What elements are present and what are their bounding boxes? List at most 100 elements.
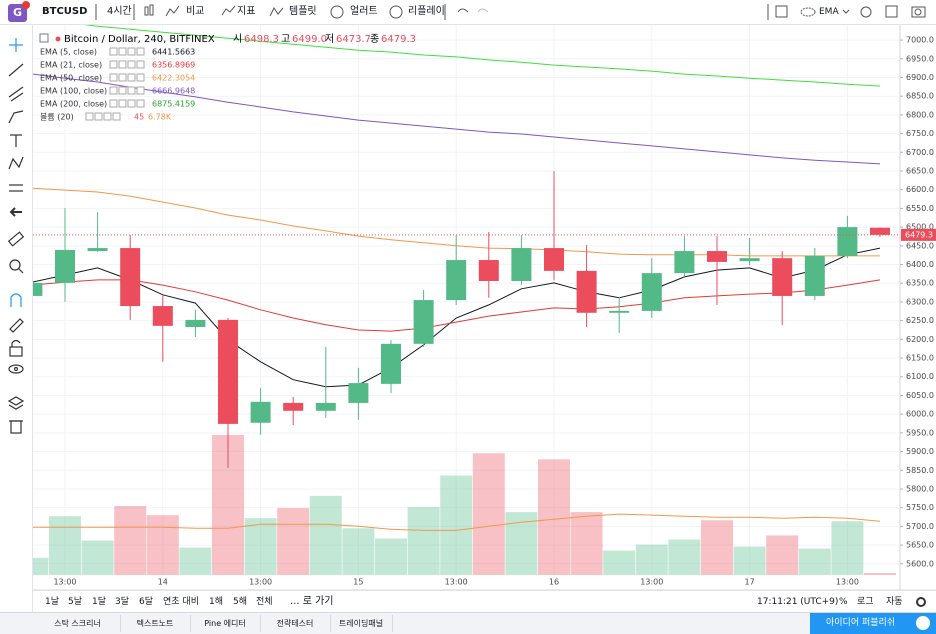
- range-button[interactable]: 전체: [256, 597, 273, 607]
- legend-button[interactable]: [109, 99, 118, 108]
- legend-button[interactable]: [118, 47, 127, 56]
- y-tick-label: 6650.0: [906, 167, 934, 176]
- legend-name: EMA (21, close): [40, 61, 102, 70]
- legend-button[interactable]: [136, 99, 145, 108]
- legend-button[interactable]: [118, 86, 127, 95]
- volume-bar: [309, 495, 342, 575]
- footer: 스탁 스크리너 텍스트노트 Pine 에디터 전략테스터 트레이딩패널 아이디어 퍼블리…: [0, 612, 936, 634]
- legend-button[interactable]: [103, 112, 112, 121]
- legend-button[interactable]: [118, 60, 127, 69]
- publish-button[interactable]: 아이디어 퍼블리쉬: [810, 613, 936, 634]
- scale-option[interactable]: %: [839, 597, 848, 607]
- volume-bar: [179, 547, 212, 575]
- legend-button[interactable]: [127, 60, 136, 69]
- candle-body: [185, 319, 206, 327]
- settings-icon[interactable]: [911, 592, 931, 612]
- clock: 17:11:21 (UTC+9): [757, 597, 839, 607]
- y-tick-label: 6050.0: [906, 391, 934, 400]
- legend-button[interactable]: [109, 86, 118, 95]
- legend-button[interactable]: [118, 73, 127, 82]
- symbol[interactable]: BTCUSD: [42, 6, 88, 17]
- candle-body: [218, 319, 238, 424]
- candle-body: [348, 383, 369, 403]
- footer-tab[interactable]: 전략테스터: [260, 615, 331, 632]
- axis-layer: 7000.0 6950.0 6900.0 6850.0 6800.0 6750.0 6700…: [33, 36, 936, 587]
- volume-bar: [244, 518, 277, 575]
- range-button[interactable]: 1날: [45, 597, 60, 607]
- range-button[interactable]: 6달: [139, 597, 154, 607]
- toolbar-button[interactable]: 지표: [237, 6, 256, 17]
- legend-button[interactable]: [112, 112, 121, 121]
- y-tick-label: 6250.0: [906, 316, 934, 325]
- range-button[interactable]: 연초 대비: [163, 597, 199, 607]
- candle-body: [55, 249, 75, 283]
- y-tick-label: 6150.0: [906, 354, 934, 363]
- range-button[interactable]: 1달: [92, 597, 107, 607]
- candle-body: [87, 248, 108, 252]
- y-tick-label: 6100.0: [906, 372, 934, 381]
- y-tick-label: 5600.0: [906, 559, 934, 568]
- volume-bar: [472, 453, 505, 575]
- legend-value: 6422.3054: [152, 74, 195, 83]
- x-tick-label: 13:00: [249, 578, 272, 587]
- legend-value: 6441.5663: [152, 48, 195, 57]
- legend-button[interactable]: [94, 112, 103, 121]
- indicator-template[interactable]: EMA: [819, 7, 839, 17]
- legend-button[interactable]: [136, 47, 145, 56]
- footer-tab[interactable]: Pine 에디터: [190, 615, 261, 632]
- toolbar-button[interactable]: 리플레이: [408, 6, 445, 17]
- y-tick-label: 5850.0: [906, 466, 934, 475]
- legend-button[interactable]: [109, 60, 118, 69]
- footer-tab[interactable]: 텍스트노트: [120, 615, 191, 632]
- range-button[interactable]: 1해: [209, 597, 224, 607]
- publish-label[interactable]: 아이디어 퍼블리쉬: [826, 618, 896, 628]
- volume-bar: [668, 539, 701, 575]
- y-tick-label: 6750.0: [906, 129, 934, 138]
- ema-line: [33, 247, 881, 388]
- y-tick-label: 6900.0: [906, 73, 934, 82]
- ohlc-key: 종: [370, 33, 379, 45]
- candle-body: [120, 248, 141, 307]
- x-tick-label: 13:00: [836, 578, 859, 587]
- toolbar-button[interactable]: 얼러트: [350, 6, 378, 17]
- legend-value: 45: [134, 113, 144, 122]
- candle-body: [609, 310, 630, 313]
- legend-button[interactable]: [136, 73, 145, 82]
- legend-button[interactable]: [109, 73, 118, 82]
- legend-button[interactable]: [127, 86, 136, 95]
- legend-button[interactable]: [127, 73, 136, 82]
- legend-button[interactable]: [136, 86, 145, 95]
- collapse-icon[interactable]: [39, 33, 49, 43]
- candle-layer: [33, 171, 890, 469]
- range-button[interactable]: 5해: [233, 597, 248, 607]
- legend-button[interactable]: [127, 47, 136, 56]
- range-button[interactable]: 5날: [68, 597, 83, 607]
- ohlc-value: 6473.7: [336, 34, 371, 45]
- x-tick-label: 17: [745, 578, 755, 587]
- footer-tab[interactable]: 스탁 스크리너: [35, 615, 121, 632]
- volume-bar: [733, 546, 766, 575]
- legend-button[interactable]: [118, 99, 127, 108]
- volume-bar: [831, 521, 864, 575]
- logo[interactable]: G: [8, 4, 27, 22]
- legend-name: EMA (200, close): [40, 100, 107, 109]
- legend-button[interactable]: [85, 112, 94, 121]
- volume-bar: [603, 550, 636, 575]
- legend-button[interactable]: [136, 60, 145, 69]
- volume-bar: [81, 540, 114, 575]
- legend-button[interactable]: [127, 99, 136, 108]
- legend-button[interactable]: [109, 47, 118, 56]
- scale-option[interactable]: 로그: [857, 597, 874, 607]
- candle-body: [544, 248, 564, 271]
- scale-option[interactable]: 자동: [886, 597, 903, 607]
- range-button[interactable]: 3달: [115, 597, 130, 607]
- volume-bar: [701, 520, 733, 575]
- toolbar-button[interactable]: 템플릿: [289, 6, 317, 17]
- go-to-date[interactable]: ... 로 가기: [290, 596, 334, 607]
- interval[interactable]: 4시간: [107, 6, 132, 17]
- volume-bar: [798, 548, 831, 575]
- footer-tab[interactable]: 트레이딩패널: [330, 615, 393, 632]
- legend-name: EMA (50, close): [40, 74, 102, 83]
- y-tick-label: 6500.0: [906, 223, 934, 232]
- toolbar-button[interactable]: 비교: [186, 6, 205, 17]
